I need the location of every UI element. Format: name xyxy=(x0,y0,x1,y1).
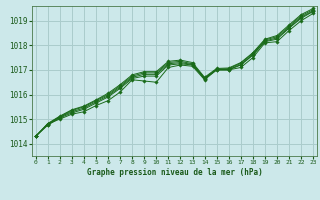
X-axis label: Graphe pression niveau de la mer (hPa): Graphe pression niveau de la mer (hPa) xyxy=(86,168,262,177)
